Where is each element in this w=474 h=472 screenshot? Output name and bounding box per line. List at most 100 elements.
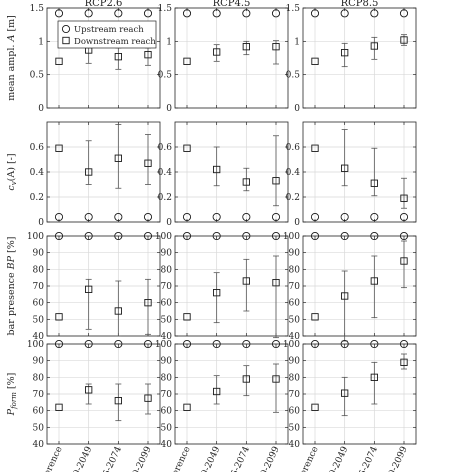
y-tick-label: 0 bbox=[294, 218, 300, 228]
y-tick-label: 0.4 bbox=[286, 168, 301, 178]
y-tick-label: 60 bbox=[289, 407, 301, 417]
y-tick-label: 60 bbox=[161, 299, 173, 309]
y-tick-label: 100 bbox=[283, 232, 300, 242]
y-tick-label: 70 bbox=[33, 282, 45, 292]
y-tick-label: 80 bbox=[33, 373, 45, 383]
data-point-circle bbox=[182, 212, 192, 222]
y-tick-label: 1 bbox=[294, 37, 300, 47]
y-tick-label: 0.2 bbox=[158, 193, 172, 203]
data-point-circle bbox=[399, 212, 409, 222]
data-point-square bbox=[242, 178, 250, 186]
data-point-square bbox=[400, 36, 408, 44]
data-point-circle bbox=[310, 9, 320, 18]
data-point-square bbox=[55, 313, 63, 321]
y-tick-label: 90 bbox=[289, 249, 301, 259]
legend-square-marker bbox=[62, 36, 70, 45]
y-tick-label: 50 bbox=[289, 423, 301, 433]
y-tick-label: 0 bbox=[294, 104, 300, 114]
data-point-circle bbox=[143, 212, 153, 222]
series-downstream bbox=[183, 40, 280, 65]
y-tick-label: 40 bbox=[33, 332, 45, 342]
data-point-circle bbox=[370, 339, 379, 349]
y-tick-label: 80 bbox=[161, 265, 173, 275]
y-tick-label: 100 bbox=[27, 340, 44, 350]
x-tick-label: 2070-2099 bbox=[252, 445, 282, 472]
data-point-square bbox=[144, 299, 152, 307]
legend-circle-marker bbox=[61, 24, 71, 34]
data-point-circle bbox=[242, 9, 251, 18]
data-point-circle bbox=[212, 212, 221, 222]
axes-frame bbox=[174, 7, 289, 109]
y-tick-label: 70 bbox=[33, 390, 45, 400]
data-point-square bbox=[370, 42, 378, 50]
data-point-circle bbox=[340, 339, 349, 349]
data-point-square bbox=[272, 43, 280, 51]
data-point-square bbox=[213, 48, 221, 56]
series-upstream bbox=[54, 9, 153, 18]
data-point-square bbox=[213, 387, 221, 396]
series-downstream bbox=[55, 46, 152, 70]
data-point-square bbox=[55, 403, 63, 411]
y-tick-label: 90 bbox=[33, 249, 45, 259]
y-tick-label: 60 bbox=[161, 407, 173, 417]
data-point-circle bbox=[84, 231, 93, 241]
data-point-circle bbox=[143, 9, 153, 18]
data-point-square bbox=[272, 375, 280, 383]
data-point-square bbox=[341, 49, 349, 57]
data-point-square bbox=[183, 313, 191, 321]
series-upstream bbox=[182, 339, 281, 349]
data-point-circle bbox=[399, 339, 409, 349]
data-point-circle bbox=[143, 339, 153, 349]
y-tick-label: 50 bbox=[289, 315, 301, 325]
data-point-square bbox=[242, 375, 250, 383]
data-point-circle bbox=[242, 212, 251, 222]
data-point-circle bbox=[399, 9, 409, 18]
column-title: RCP2.6 bbox=[85, 0, 123, 9]
data-point-circle bbox=[271, 339, 281, 349]
y-tick-label: 60 bbox=[33, 407, 45, 417]
column-title: RCP8.5 bbox=[341, 0, 379, 9]
data-point-circle bbox=[310, 231, 320, 241]
data-point-square bbox=[85, 168, 93, 176]
data-point-square bbox=[311, 313, 319, 321]
y-tick-label: 50 bbox=[33, 423, 45, 433]
data-point-square bbox=[85, 386, 93, 394]
data-point-circle bbox=[212, 9, 221, 18]
x-tick-label: 2020-2049 bbox=[65, 445, 95, 472]
y-tick-label: 60 bbox=[33, 299, 45, 309]
series-upstream bbox=[310, 339, 409, 349]
series-upstream bbox=[310, 9, 409, 18]
series-upstream bbox=[182, 212, 281, 222]
data-point-circle bbox=[340, 231, 349, 241]
data-point-square bbox=[311, 57, 319, 65]
data-point-circle bbox=[182, 9, 192, 18]
y-tick-label: 90 bbox=[289, 357, 301, 367]
row-label: cv(A) [-] bbox=[6, 153, 18, 190]
y-tick-label: 70 bbox=[161, 282, 173, 292]
y-tick-label: 0.4 bbox=[158, 168, 173, 178]
data-point-circle bbox=[114, 231, 123, 241]
data-point-circle bbox=[242, 339, 251, 349]
data-point-square bbox=[144, 159, 152, 167]
panel-0-0: 0 0.5 1 1.5 bbox=[30, 4, 161, 114]
panel-3-2: 40 50 60 70 80 90 100 bbox=[283, 339, 417, 450]
data-point-square bbox=[183, 403, 191, 411]
y-tick-label: 50 bbox=[161, 315, 173, 325]
series-downstream bbox=[183, 363, 280, 413]
data-point-square bbox=[242, 43, 250, 51]
data-point-square bbox=[144, 394, 152, 402]
data-point-square bbox=[370, 179, 378, 187]
panel-1-1: 0 0.2 0.4 0.6 bbox=[158, 121, 289, 228]
data-point-circle bbox=[370, 9, 379, 18]
data-point-square bbox=[85, 285, 93, 293]
y-tick-label: 80 bbox=[33, 265, 45, 275]
y-tick-label: 0.4 bbox=[30, 168, 45, 178]
data-point-circle bbox=[114, 339, 123, 349]
data-point-circle bbox=[212, 339, 221, 349]
y-tick-label: 0.2 bbox=[286, 193, 300, 203]
panel-2-0: 40 50 60 70 80 90 100 bbox=[27, 231, 161, 342]
data-point-square bbox=[114, 397, 122, 405]
y-tick-label: 1 bbox=[166, 37, 172, 47]
data-point-square bbox=[183, 144, 191, 152]
data-point-circle bbox=[54, 339, 64, 349]
